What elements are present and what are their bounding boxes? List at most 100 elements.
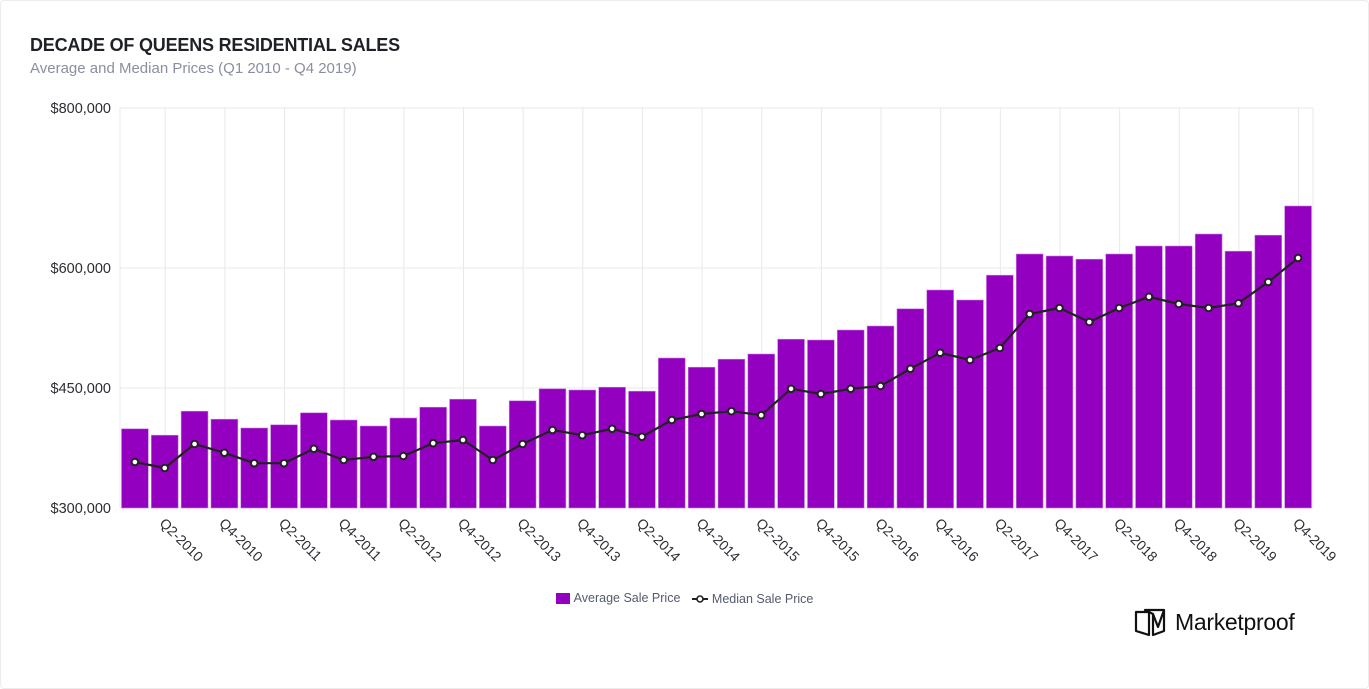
- bar-average-sale-price: [1015, 253, 1044, 509]
- median-point: [727, 406, 736, 416]
- median-point: [458, 435, 468, 445]
- x-tick-label: Q2-2019: [1230, 515, 1280, 565]
- median-point: [816, 389, 826, 399]
- legend-label-average: Average Sale Price: [573, 591, 681, 605]
- legend-item-median[interactable]: Median Sale Price: [691, 591, 814, 606]
- median-point: [428, 438, 438, 448]
- bar-average-sale-price: [598, 386, 626, 509]
- chart-title: DECADE OF QUEENS RESIDENTIAL SALES: [30, 35, 400, 55]
- bar-average-sale-price: [359, 425, 388, 509]
- bar-average-sale-price: [777, 338, 805, 509]
- bar-average-sale-price: [1224, 250, 1253, 509]
- x-axis: Q2-2010 Q4-2010 Q2-2011 Q4-2011 Q2-2012 Q4-20…: [157, 515, 1340, 565]
- median-point: [906, 364, 915, 374]
- y-tick-label: $800,000: [51, 101, 111, 117]
- median-point: [1055, 303, 1064, 313]
- bar-average-sale-price: [747, 353, 775, 509]
- bar-average-sale-price: [956, 299, 984, 509]
- median-point: [1114, 303, 1124, 313]
- median-point: [1204, 303, 1213, 313]
- median-point: [548, 425, 557, 435]
- y-axis: $300,000 $450,000 $600,000 $800,000: [51, 101, 111, 517]
- x-tick-label: Q4-2012: [455, 515, 505, 565]
- bar-average-sale-price: [1165, 245, 1193, 509]
- median-sale-price-line: [130, 253, 1303, 473]
- bar-average-sale-price: [449, 398, 477, 509]
- median-point: [130, 457, 140, 467]
- marketproof-logo: Marketproof: [1133, 607, 1295, 637]
- bar-average-sale-price: [866, 325, 895, 509]
- median-line-path: [134, 257, 1299, 470]
- chart-legend: Average Sale Price Median Sale Price: [0, 591, 1369, 607]
- legend-label-median: Median Sale Price: [711, 591, 814, 606]
- median-point: [1293, 253, 1303, 263]
- median-point: [1085, 317, 1094, 327]
- bar-average-sale-price: [240, 427, 268, 509]
- x-tick-label: Q4-2010: [216, 515, 266, 565]
- x-tick-label: Q4-2018: [1171, 515, 1221, 565]
- bar-average-sale-price: [508, 400, 537, 509]
- y-tick-label: $300,000: [51, 501, 111, 517]
- median-point: [1144, 292, 1154, 302]
- x-tick-label: Q2-2012: [395, 515, 445, 565]
- x-tick-label: Q4-2013: [574, 515, 624, 565]
- bar-average-sale-price: [717, 358, 746, 509]
- median-point: [399, 451, 408, 461]
- median-point: [160, 463, 170, 473]
- bar-average-sale-price: [1075, 258, 1104, 509]
- median-point: [935, 348, 945, 358]
- median-point: [279, 458, 289, 468]
- x-tick-label: Q2-2015: [753, 515, 803, 565]
- x-tick-label: Q4-2015: [813, 515, 863, 565]
- bar-average-sale-price: [1194, 233, 1223, 509]
- bar-average-sale-price: [210, 418, 239, 509]
- x-tick-label: Q4-2017: [1051, 515, 1101, 565]
- x-tick-label: Q2-2016: [872, 515, 922, 565]
- legend-item-average[interactable]: Average Sale Price: [555, 591, 681, 605]
- median-point: [995, 343, 1005, 353]
- median-point: [667, 415, 677, 425]
- x-tick-label: Q2-2011: [276, 515, 325, 564]
- chart-subtitle: Average and Median Prices (Q1 2010 - Q4 …: [30, 60, 357, 77]
- bar-average-sale-price: [658, 357, 686, 509]
- bar-average-sale-price: [1135, 245, 1163, 509]
- median-point: [339, 455, 348, 465]
- bar-average-sale-price: [180, 410, 209, 509]
- median-point: [1174, 299, 1184, 309]
- x-tick-label: Q2-2014: [634, 515, 684, 565]
- bar-average-sale-price: [926, 289, 954, 509]
- bar-average-sale-price: [1284, 205, 1312, 509]
- median-point: [220, 448, 229, 458]
- x-tick-label: Q2-2010: [157, 515, 207, 565]
- bar-average-sale-price: [479, 425, 507, 509]
- bar-average-sale-price: [389, 417, 418, 509]
- median-point: [1025, 309, 1034, 319]
- x-tick-label: Q2-2013: [515, 515, 565, 565]
- bar-average-sale-price: [121, 428, 149, 509]
- bar-average-sale-price: [986, 274, 1014, 509]
- median-point: [756, 410, 766, 420]
- bar-swatch-icon: [555, 592, 570, 604]
- line-marker-icon: [691, 594, 708, 603]
- average-sale-price-bars: [121, 205, 1312, 509]
- x-tick-label: Q4-2011: [336, 515, 385, 564]
- median-point: [786, 384, 796, 394]
- chart-plot: $300,000 $450,000 $600,000 $800,000 Q2-2010…: [51, 101, 1340, 565]
- bar-average-sale-price: [538, 388, 567, 509]
- median-point: [846, 384, 856, 394]
- bar-average-sale-price: [807, 339, 835, 509]
- median-point: [577, 430, 587, 440]
- bar-average-sale-price: [836, 329, 865, 509]
- bar-average-sale-price: [687, 366, 716, 509]
- x-tick-label: Q2-2017: [992, 515, 1042, 565]
- grid-lines: [119, 107, 1314, 509]
- median-point: [607, 424, 617, 434]
- median-point: [369, 452, 378, 462]
- x-tick-label: Q4-2016: [932, 515, 982, 565]
- y-tick-label: $600,000: [51, 261, 111, 277]
- median-point: [637, 432, 647, 442]
- median-point: [518, 439, 527, 449]
- median-point: [488, 455, 498, 465]
- y-tick-label: $450,000: [51, 381, 111, 397]
- median-point: [965, 355, 975, 365]
